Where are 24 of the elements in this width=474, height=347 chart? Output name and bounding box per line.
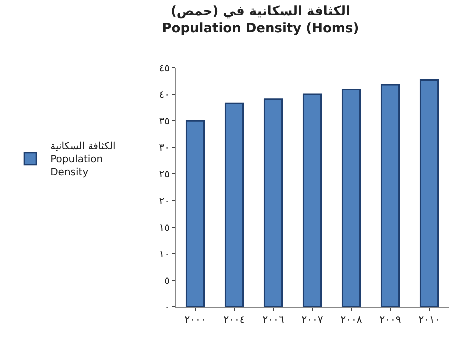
x-tick-label: ٢٠٠٦ bbox=[262, 315, 284, 326]
y-tick-label: ١٠ bbox=[159, 249, 170, 260]
x-tick-label: ٢٠٠٠ bbox=[184, 315, 206, 326]
y-tick-label: ٢٠ bbox=[159, 196, 170, 208]
bar bbox=[302, 94, 322, 307]
bar bbox=[224, 102, 244, 307]
y-tick-label: ٣٥ bbox=[159, 116, 170, 128]
bar bbox=[186, 120, 206, 307]
x-tick-label: ٢٠٠٨ bbox=[340, 315, 363, 326]
bar bbox=[342, 89, 362, 307]
y-tick-label: ٢٥ bbox=[159, 170, 170, 181]
y-tick-label: ٥ bbox=[164, 276, 170, 287]
x-tick-label: ٢٠٠٩ bbox=[380, 315, 402, 326]
y-tick-label: ١٥ bbox=[159, 222, 170, 234]
bar bbox=[420, 79, 440, 307]
bar bbox=[380, 84, 400, 307]
y-tick-label: ٤٠ bbox=[159, 90, 170, 102]
x-tick-label: ٢٠٠٧ bbox=[302, 315, 324, 326]
y-tick-label: ٠ bbox=[164, 302, 170, 314]
y-tick-label: ٣٠ bbox=[159, 143, 170, 154]
y-tick-label: ٤٥ bbox=[159, 64, 170, 74]
x-tick-label: ٢٠١٠ bbox=[418, 315, 440, 326]
bar bbox=[264, 98, 284, 307]
x-tick-label: ٢٠٠٤ bbox=[224, 315, 246, 326]
